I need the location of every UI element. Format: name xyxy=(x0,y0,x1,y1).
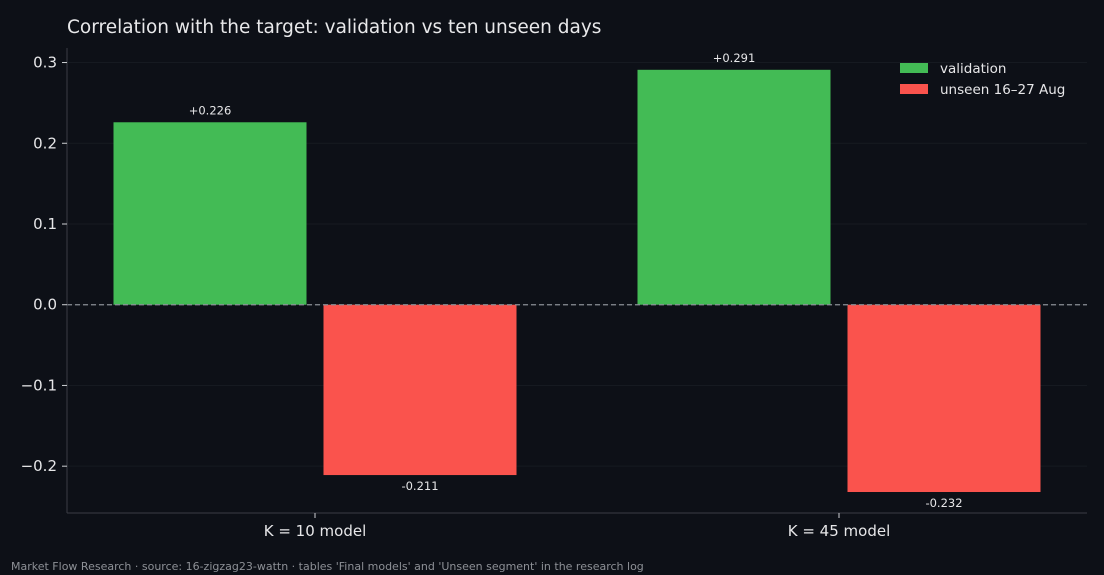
data-label: -0.232 xyxy=(925,496,962,510)
legend-swatch-unseen xyxy=(900,84,928,94)
bar-validation-2 xyxy=(637,69,831,305)
footer-source-note: Market Flow Research · source: 16-zigzag… xyxy=(11,560,644,573)
y-tick-label: 0.3 xyxy=(33,54,57,72)
y-tick-label: −0.1 xyxy=(21,376,57,394)
legend: validation unseen 16–27 Aug xyxy=(900,61,1065,98)
y-tick-label: 0.0 xyxy=(33,296,57,314)
x-category-label: K = 10 model xyxy=(264,522,367,540)
axes: 0.3 0.2 0.1 0.0 −0.1 −0.2 K = 10 model K = 45 m… xyxy=(21,48,1087,540)
legend-swatch-validation xyxy=(900,63,928,73)
bars xyxy=(113,69,1041,493)
y-tick-label: 0.1 xyxy=(33,215,57,233)
bar-validation-1 xyxy=(113,122,307,305)
y-tick-label: −0.2 xyxy=(21,457,57,475)
bar-unseen-1 xyxy=(323,304,517,476)
data-labels: +0.226 +0.291 -0.211 -0.232 xyxy=(189,51,963,510)
legend-label-validation: validation xyxy=(940,61,1006,77)
chart-title: Correlation with the target: validation … xyxy=(67,17,601,38)
bar-unseen-2 xyxy=(847,304,1041,493)
x-category-label: K = 45 model xyxy=(788,522,891,540)
data-label: +0.291 xyxy=(713,51,756,65)
data-label: -0.211 xyxy=(401,479,438,493)
data-label: +0.226 xyxy=(189,103,232,117)
y-tick-label: 0.2 xyxy=(33,134,57,152)
legend-label-unseen: unseen 16–27 Aug xyxy=(940,82,1065,98)
